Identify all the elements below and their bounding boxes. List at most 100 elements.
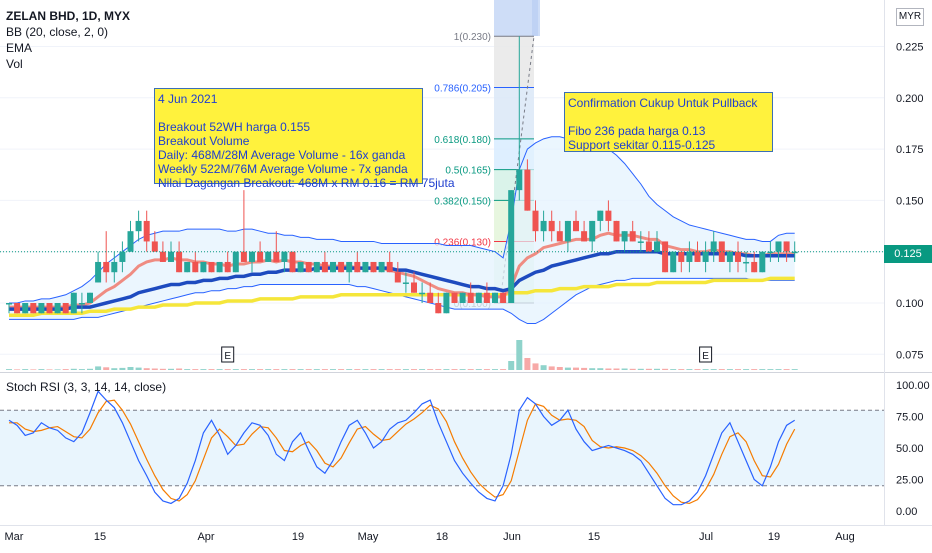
price-tick-label: 0.175 <box>896 144 924 156</box>
volume-bar <box>443 369 450 370</box>
volume-bar <box>435 369 442 370</box>
earnings-marker[interactable]: E <box>699 346 713 363</box>
candle-body <box>281 251 288 262</box>
candle-body <box>540 220 547 232</box>
volume-bar <box>192 369 199 370</box>
volume-bar <box>516 340 523 370</box>
stoch-tick-label: 50.00 <box>896 443 924 455</box>
currency-badge[interactable]: MYR <box>896 8 924 26</box>
volume-bar <box>540 365 547 370</box>
volume-bar <box>370 369 377 370</box>
volume-bar <box>726 369 733 370</box>
candle-body <box>427 292 434 303</box>
volume-bar <box>378 369 385 370</box>
earnings-marker[interactable]: E <box>221 346 235 363</box>
volume-bar <box>6 369 12 370</box>
candle-body <box>378 261 385 273</box>
candle-body <box>767 251 774 254</box>
volume-bar <box>78 369 85 370</box>
candle-body <box>192 261 199 273</box>
candle-body <box>654 241 660 252</box>
candle-body <box>321 261 328 273</box>
candle-body <box>127 231 134 252</box>
volume-bar <box>159 368 166 370</box>
volume-bar <box>103 367 110 370</box>
candle-body <box>184 261 191 273</box>
volume-bar <box>467 369 474 370</box>
candle-body <box>621 231 628 242</box>
candle-body <box>103 261 110 273</box>
candle-body <box>370 261 377 273</box>
volume-bar <box>224 369 231 370</box>
volume-bar <box>321 369 328 370</box>
candle-body <box>216 261 223 273</box>
candle-body <box>613 220 620 242</box>
candle-body <box>662 241 669 273</box>
volume-bar <box>597 368 604 370</box>
candle-body <box>508 190 515 303</box>
candle-body <box>718 241 725 262</box>
volume-bar <box>662 368 669 370</box>
candle-body <box>516 169 523 191</box>
candle-body <box>70 292 77 314</box>
volume-bar <box>556 367 563 370</box>
legend-bb: BB (20, close, 2, 0) <box>6 25 109 39</box>
volume-bar <box>70 368 77 370</box>
candle-body <box>386 261 393 273</box>
candle-body <box>548 220 555 232</box>
volume-bar <box>289 369 296 370</box>
time-tick-label: May <box>358 531 379 543</box>
volume-bar <box>645 368 652 370</box>
volume-bar <box>459 369 466 370</box>
candle-body <box>354 261 361 273</box>
candle-body <box>176 251 183 273</box>
candle-body <box>605 210 612 221</box>
note-pullback[interactable]: Confirmation Cukup Untuk Pullback Fibo 2… <box>564 92 773 152</box>
candle-body <box>257 251 264 262</box>
candle-body <box>111 261 118 273</box>
candle-body <box>500 292 507 303</box>
volume-bar <box>168 368 174 370</box>
price-pane-bg <box>0 0 884 372</box>
candle-body <box>629 231 636 242</box>
volume-bar <box>573 367 579 370</box>
candle-body <box>168 251 174 262</box>
candle-body <box>451 292 458 303</box>
time-tick-label: 15 <box>588 531 600 543</box>
time-tick-label: Apr <box>197 531 214 543</box>
volume-bar <box>330 369 336 370</box>
volume-bar <box>135 367 142 370</box>
candle-body <box>143 220 150 242</box>
volume-bar <box>783 369 790 370</box>
stoch-legend: Stoch RSI (3, 3, 14, 14, close) <box>6 380 167 394</box>
volume-bar <box>394 369 401 370</box>
volume-bar <box>743 369 750 370</box>
candle-body <box>362 261 369 273</box>
candle-body <box>394 272 401 283</box>
stoch-tick-label: 25.00 <box>896 475 924 487</box>
note-breakout[interactable]: 4 Jun 2021 Breakout 52WH harga 0.155 Bre… <box>154 88 455 190</box>
volume-bar <box>775 369 782 370</box>
candle-body <box>305 261 312 273</box>
time-tick-label: Aug <box>835 531 855 543</box>
candle-body <box>411 282 417 293</box>
price-tick-label: 0.075 <box>896 349 924 361</box>
stoch-band <box>0 410 884 486</box>
fib-top-band <box>494 0 540 36</box>
candle-body <box>224 261 231 273</box>
candle-body <box>419 292 426 295</box>
volume-bar <box>686 369 693 370</box>
candle-body <box>435 303 442 314</box>
candle-body <box>54 303 61 314</box>
volume-bar <box>751 369 758 370</box>
candle-body <box>678 251 685 262</box>
volume-bar <box>249 369 255 370</box>
last-price-tag: 0.125 <box>884 245 932 263</box>
time-tick-label: 18 <box>436 531 448 543</box>
candle-body <box>289 251 296 273</box>
volume-bar <box>95 366 102 370</box>
candle-body <box>151 241 158 252</box>
candle-body <box>338 261 345 273</box>
volume-bar <box>621 368 628 370</box>
volume-bar <box>500 369 507 370</box>
